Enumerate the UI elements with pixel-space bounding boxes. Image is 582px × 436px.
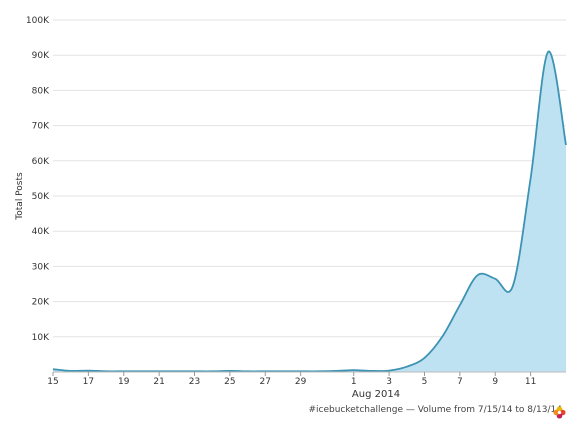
- y-tick-label: 60K: [32, 157, 50, 167]
- x-tick-label: 17: [83, 377, 94, 387]
- x-tick-label: 1: [351, 377, 357, 387]
- x-tick-label: 29: [295, 377, 307, 387]
- flower-logo-icon: [553, 406, 566, 419]
- x-axis-ticks: 15 17 19 21 23 25 27 29 1 3 5 7 9 11: [47, 372, 536, 387]
- x-tick-label: 7: [457, 377, 463, 387]
- chart-caption: #icebucketchallenge — Volume from 7/15/1…: [308, 405, 562, 415]
- y-tick-label: 40K: [32, 227, 50, 237]
- volume-line: [52, 50, 567, 373]
- x-tick-label: 27: [260, 377, 271, 387]
- y-tick-label: 10K: [32, 333, 50, 343]
- x-tick-label: 11: [525, 377, 536, 387]
- x-tick-label: 21: [153, 377, 164, 387]
- y-tick-label: 30K: [32, 262, 50, 272]
- y-tick-label: 50K: [32, 192, 50, 202]
- y-tick-label: 20K: [32, 298, 50, 308]
- y-tick-label: 70K: [32, 122, 50, 132]
- y-tick-label: 80K: [32, 86, 50, 96]
- x-tick-label: 9: [492, 377, 498, 387]
- y-axis-label: Total Posts: [15, 172, 25, 221]
- x-tick-label: 19: [118, 377, 130, 387]
- x-tick-label: 15: [47, 377, 58, 387]
- gridlines: [53, 19, 566, 338]
- x-tick-label: 23: [189, 377, 200, 387]
- y-tick-label: 90K: [32, 51, 50, 61]
- x-axis-label: Aug 2014: [352, 389, 400, 400]
- y-axis-ticks: 10K 20K 30K 40K 50K 60K 70K 80K 90K 100K: [26, 16, 50, 343]
- x-tick-label: 25: [224, 377, 235, 387]
- x-tick-label: 3: [386, 377, 392, 387]
- volume-area: [53, 51, 566, 372]
- x-tick-label: 5: [422, 377, 428, 387]
- y-tick-label: 100K: [26, 16, 50, 26]
